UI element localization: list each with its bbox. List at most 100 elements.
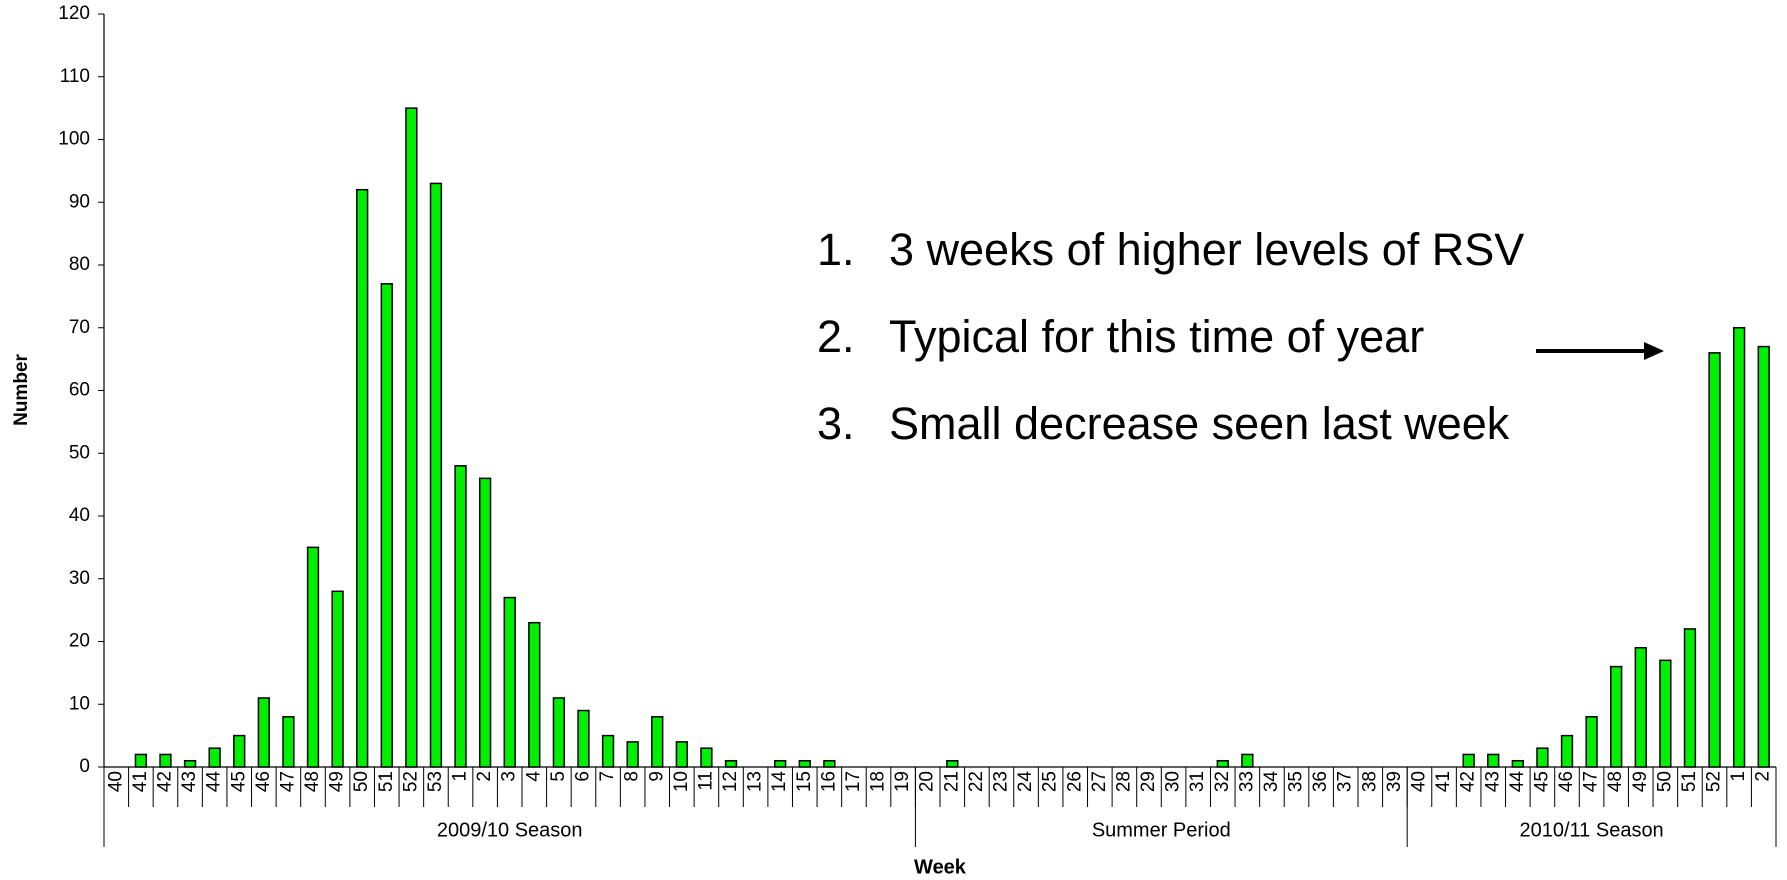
x-tick-label: 46 [1556,771,1577,792]
x-tick-label: 12 [720,771,741,792]
bar [478,477,492,768]
x-tick-label: 53 [425,771,446,792]
bar [1683,628,1697,768]
x-tick-label: 52 [400,771,421,792]
bar [306,546,320,768]
annotation-number: 1. [817,224,855,275]
y-tick-label: 120 [58,3,90,24]
x-tick-label: 24 [1015,771,1036,793]
bar [429,182,443,768]
x-tick-label: 42 [1458,771,1479,792]
x-tick-label: 6 [572,771,593,782]
bar [380,283,393,768]
bar [1610,665,1623,768]
y-axis-label: Number [11,354,32,426]
x-tick-label: 16 [818,771,839,792]
bar [503,596,516,768]
x-tick-label: 40 [105,771,126,792]
x-tick-label: 33 [1236,771,1257,792]
x-tick-label: 2 [474,771,495,782]
bar [257,697,270,768]
x-tick-label: 50 [351,771,372,792]
x-tick-label: 3 [499,771,520,782]
bar [1560,734,1574,768]
bar [356,188,369,768]
x-tick-label: 18 [868,771,889,792]
annotation-text: Typical for this time of year [889,311,1424,362]
x-tick-label: 51 [1679,771,1700,792]
x-tick-label: 1 [450,771,471,782]
bar [724,759,738,768]
bar [700,747,713,768]
x-tick-label: 30 [1163,771,1184,792]
x-tick-label: 5 [548,771,569,782]
x-tick-label: 37 [1335,771,1356,792]
bar [1462,753,1475,768]
arrow-head [1644,342,1664,360]
x-tick-label: 51 [376,771,397,792]
x-tick-label: 17 [843,771,864,792]
x-tick-label: 38 [1359,771,1380,792]
annotation-number: 2. [817,311,855,362]
bar [1585,716,1598,768]
bar [1511,759,1524,768]
bar [626,741,639,768]
bar [134,753,148,768]
x-tick-label: 28 [1113,771,1134,792]
bar [577,709,590,768]
bar [823,759,836,768]
y-tick-label: 80 [69,254,90,275]
y-tick-label: 20 [69,631,90,652]
y-tick-label: 100 [58,129,90,150]
x-tick-label: 22 [966,771,987,792]
x-tick-label: 20 [917,771,938,792]
x-tick-label: 49 [1630,771,1651,792]
bar [528,621,541,768]
y-tick-label: 50 [69,442,90,463]
x-tick-label: 40 [1408,771,1429,792]
bar [1241,753,1254,768]
bar [1708,352,1721,768]
group-label: 2009/10 Season [437,819,583,841]
x-tick-label: 44 [1507,771,1528,793]
x-tick-label: 8 [622,771,643,782]
bar [1216,759,1229,768]
x-tick-label: 2 [1753,771,1774,782]
x-tick-label: 48 [302,771,323,792]
x-tick-label: 23 [990,771,1011,792]
bar [798,759,811,768]
bar [552,697,566,768]
y-tick-label: 60 [69,380,90,401]
x-tick-label: 27 [1089,771,1110,792]
x-tick-label: 47 [277,771,298,792]
bar [946,759,959,768]
y-tick-label: 110 [60,66,90,87]
x-tick-label: 7 [597,771,618,782]
x-tick-label: 50 [1654,771,1675,792]
annotation-text: Small decrease seen last week [889,398,1510,449]
bar [1487,753,1500,768]
bar [774,759,787,768]
x-tick-label: 19 [892,771,913,792]
bar [1757,345,1770,768]
bar [282,716,295,768]
x-tick-label: 15 [794,771,815,792]
x-tick-label: 36 [1310,771,1331,792]
x-tick-label: 29 [1138,771,1159,792]
bar [454,465,467,768]
x-tick-label: 41 [1433,771,1454,792]
x-tick-label: 10 [671,771,692,792]
y-tick-label: 10 [69,693,90,714]
x-tick-label: 26 [1064,771,1085,792]
bar [1536,747,1549,768]
x-tick-label: 45 [1531,771,1552,792]
x-tick-label: 48 [1605,771,1626,792]
bar [405,107,418,768]
x-tick-label: 52 [1704,771,1725,792]
y-tick-label: 40 [69,505,90,526]
x-tick-label: 25 [1040,771,1061,792]
x-tick-label: 47 [1581,771,1602,792]
bar [208,747,221,768]
x-tick-label: 34 [1261,771,1282,793]
x-tick-label: 9 [646,771,667,782]
